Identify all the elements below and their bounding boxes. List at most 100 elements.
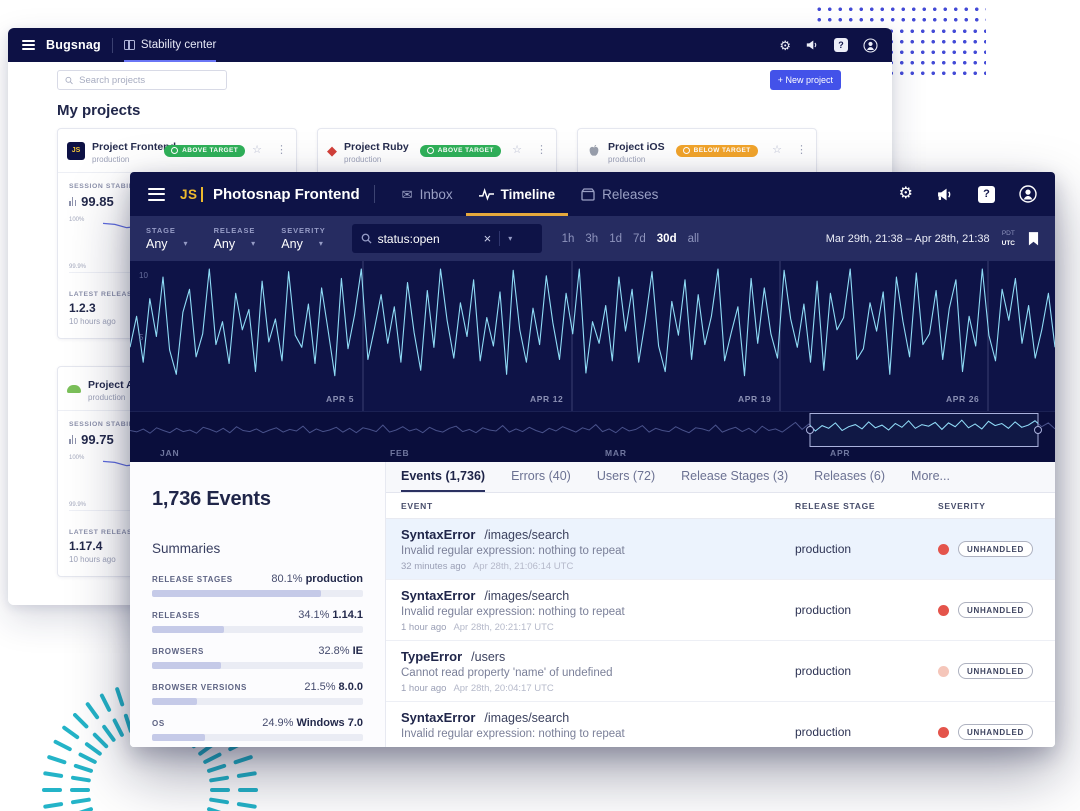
range-30d[interactable]: 30d: [656, 232, 677, 245]
brush-selection[interactable]: [809, 413, 1039, 447]
page-title: My projects: [57, 102, 141, 119]
event-row[interactable]: SyntaxError/images/search Invalid regula…: [386, 519, 1055, 580]
divider: [111, 37, 113, 53]
bookmark-icon[interactable]: [1028, 231, 1039, 246]
progress-bar: [152, 698, 363, 705]
range-all[interactable]: all: [687, 232, 700, 245]
brush-handle-left[interactable]: [806, 426, 814, 434]
bars-icon: [69, 435, 77, 444]
tab-releases[interactable]: Releases (6): [814, 469, 886, 483]
filter-search-box[interactable]: × ▾: [351, 224, 542, 253]
range-7d[interactable]: 7d: [632, 232, 646, 245]
summary-release-stages[interactable]: RELEASE STAGES 80.1% production: [152, 573, 363, 597]
events-count-title: 1,736 Events: [152, 488, 271, 510]
filter-search-input[interactable]: [377, 231, 478, 246]
project-name: Project Ruby: [344, 141, 409, 153]
summary-browser-versions[interactable]: BROWSER VERSIONS 21.5% 8.0.0: [152, 681, 363, 705]
kebab-menu-icon[interactable]: ⋮: [536, 144, 547, 156]
help-icon[interactable]: ?: [978, 185, 995, 203]
range-3h[interactable]: 3h: [585, 232, 599, 245]
tab-stability-center[interactable]: Stability center: [123, 28, 217, 62]
spark-y-top: 100%: [69, 455, 85, 461]
event-cell: SyntaxError/images/search Invalid regula…: [401, 527, 795, 572]
inbox-icon: ✉: [401, 186, 413, 202]
chevron-down-icon: ▾: [318, 239, 323, 248]
brand-logo: Bugsnag: [46, 38, 101, 52]
star-icon[interactable]: ☆: [512, 144, 522, 156]
search-projects-field[interactable]: [79, 74, 219, 86]
event-row[interactable]: TypeError/users Cannot read property 'na…: [386, 641, 1055, 702]
month-label: APR: [830, 448, 851, 458]
kebab-menu-icon[interactable]: ⋮: [276, 144, 287, 156]
chevron-down-icon: ▾: [183, 239, 188, 248]
date-range[interactable]: Mar 29th, 21:38 – Apr 28th, 21:38: [825, 232, 990, 245]
search-icon: [65, 76, 73, 84]
nav-releases[interactable]: Releases: [568, 172, 671, 216]
error-path: /images/search: [484, 710, 570, 725]
account-icon[interactable]: [863, 37, 878, 53]
star-icon[interactable]: ☆: [252, 144, 262, 156]
range-1h[interactable]: 1h: [561, 232, 575, 245]
unhandled-badge: UNHANDLED: [958, 541, 1033, 557]
clear-icon[interactable]: ×: [483, 231, 492, 246]
timezone-toggle[interactable]: PDT UTC: [1001, 229, 1015, 247]
divider: [373, 185, 375, 203]
tab-events[interactable]: Events (1,736): [401, 462, 486, 492]
stage-filter[interactable]: STAGE Any ▾: [146, 226, 188, 251]
spark-y-top: 100%: [69, 217, 85, 223]
severity-dot: [938, 604, 949, 616]
progress-bar: [152, 662, 363, 669]
megaphone-icon[interactable]: [937, 187, 954, 202]
event-row[interactable]: SyntaxError/images/search Invalid regula…: [386, 702, 1055, 747]
tab-release-stages[interactable]: Release Stages (3): [681, 469, 789, 483]
release-stage: production: [795, 542, 852, 556]
help-icon[interactable]: ?: [834, 38, 848, 52]
decor-dots-right: [886, 26, 986, 78]
error-class: SyntaxError: [401, 587, 476, 603]
table-header: EVENT RELEASE STAGE SEVERITY: [386, 493, 1055, 519]
event-ago: 32 minutes ago: [401, 560, 466, 572]
gear-icon[interactable]: ⚙: [779, 37, 791, 53]
timeline-chart[interactable]: 10 5 APR 5 APR 12 APR 19 APR 26: [130, 261, 1055, 411]
tab-errors[interactable]: Errors (40): [511, 469, 571, 483]
range-1d[interactable]: 1d: [609, 232, 622, 245]
event-time: Apr 28th, 20:21:17 UTC: [453, 621, 554, 633]
search-projects-input[interactable]: [57, 70, 227, 90]
new-project-button[interactable]: + New project: [769, 70, 841, 90]
topbar-icons: ⚙ ?: [779, 37, 878, 53]
account-icon[interactable]: [1019, 185, 1037, 203]
nav-timeline[interactable]: Timeline: [465, 172, 569, 216]
summary-releases[interactable]: RELEASES 34.1% 1.14.1: [152, 609, 363, 633]
col-severity: SEVERITY: [938, 500, 986, 511]
x-label: APR 12: [530, 394, 564, 404]
brush-handle-right[interactable]: [1034, 426, 1042, 434]
severity-filter[interactable]: SEVERITY Any ▾: [281, 226, 326, 251]
overview-brush-chart[interactable]: JAN FEB MAR APR: [130, 411, 1055, 462]
gear-icon[interactable]: ⚙: [898, 185, 913, 202]
release-stage: production: [795, 603, 852, 617]
tab-more[interactable]: More...: [911, 469, 950, 483]
filter-bar: STAGE Any▾ RELEASE Any▾ SEVERITY Any▾ × …: [130, 216, 1055, 261]
summary-os[interactable]: OS 24.9% Windows 7.0: [152, 717, 363, 741]
kebab-menu-icon[interactable]: ⋮: [796, 144, 807, 156]
megaphone-icon[interactable]: [806, 39, 819, 51]
js-icon: JS: [67, 141, 85, 160]
summary-browsers[interactable]: BROWSERS 32.8% IE: [152, 645, 363, 669]
menu-icon[interactable]: [22, 40, 35, 50]
error-class: SyntaxError: [401, 709, 476, 725]
chevron-down-icon: ▾: [251, 239, 256, 248]
error-path: /images/search: [484, 527, 570, 542]
chevron-down-icon[interactable]: ▾: [508, 233, 513, 243]
menu-icon[interactable]: [148, 187, 165, 201]
event-cell: SyntaxError/images/search Invalid regula…: [401, 710, 795, 748]
tab-users[interactable]: Users (72): [596, 469, 656, 483]
star-icon[interactable]: ☆: [772, 144, 782, 156]
project-env: production: [608, 155, 646, 164]
error-path: /images/search: [484, 588, 570, 603]
session-stability-value: 99.75: [81, 432, 114, 447]
release-filter[interactable]: RELEASE Any ▾: [213, 226, 256, 251]
nav-inbox[interactable]: ✉ Inbox: [401, 186, 453, 202]
apple-icon: [589, 144, 599, 156]
event-row[interactable]: SyntaxError/images/search Invalid regula…: [386, 580, 1055, 641]
